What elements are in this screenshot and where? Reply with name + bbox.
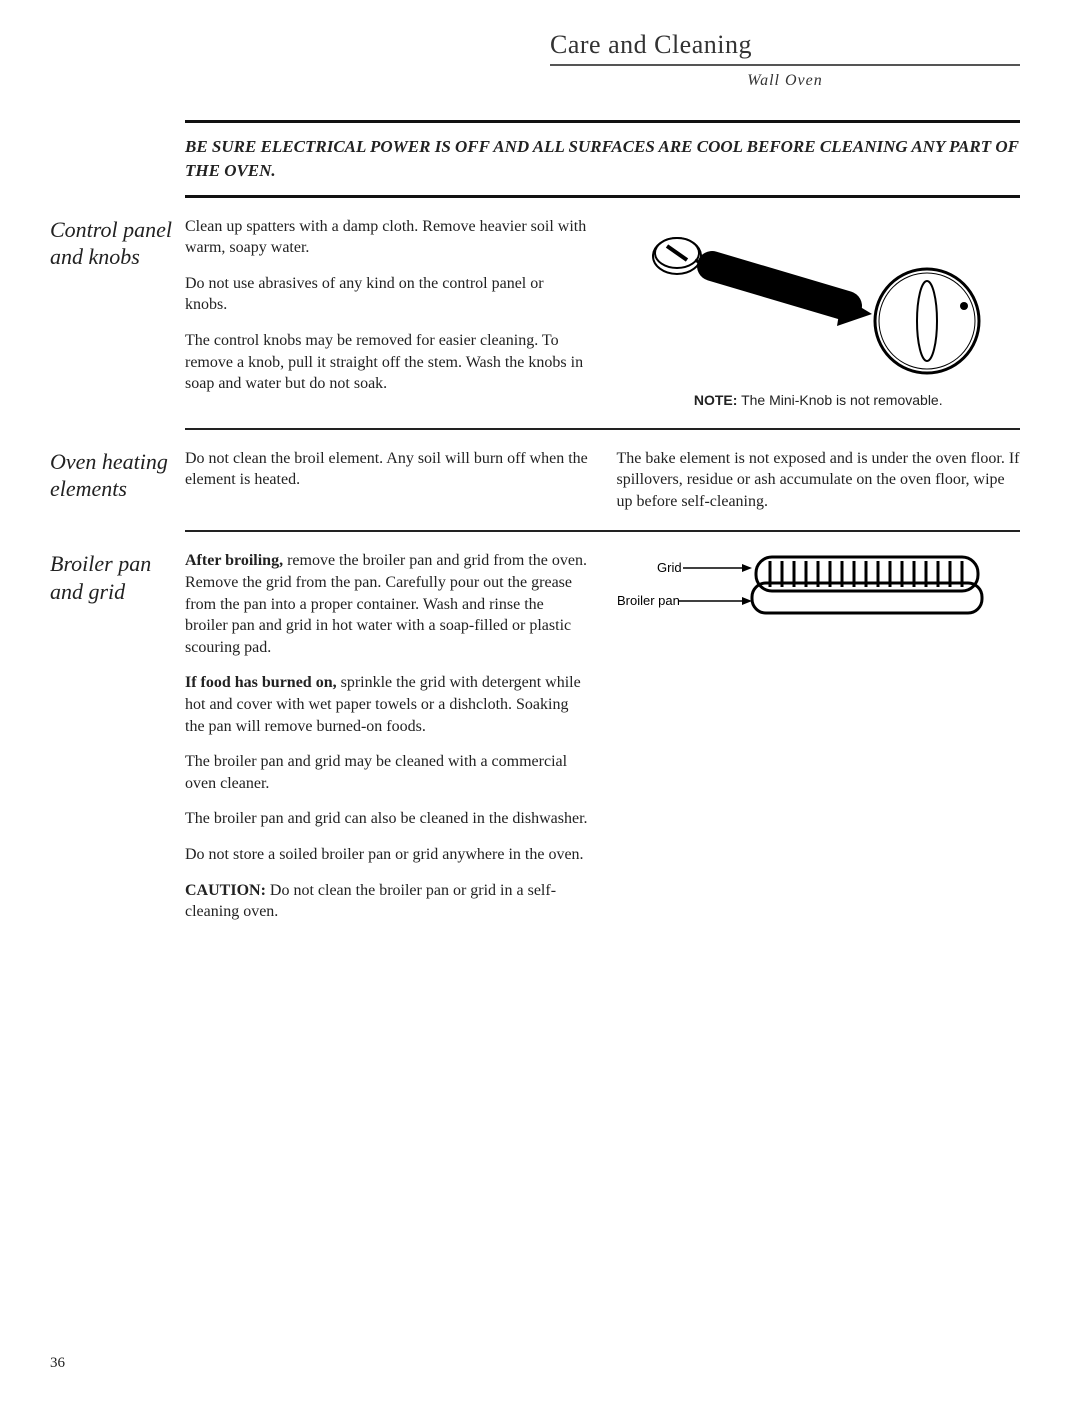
elements-p2: The bake element is not exposed and is u…	[617, 448, 1021, 513]
safety-warning: BE SURE ELECTRICAL POWER IS OFF AND ALL …	[185, 123, 1020, 195]
control-illustration-column: NOTE: The Mini-Knob is not removable.	[617, 216, 1021, 410]
broiler-p5: Do not store a soiled broiler pan or gri…	[185, 844, 589, 866]
main-content: BE SURE ELECTRICAL POWER IS OFF AND ALL …	[50, 120, 1020, 941]
broiler-illustration-column: Grid Broiler pan	[617, 550, 1021, 922]
control-text-column: Clean up spatters with a damp cloth. Rem…	[185, 216, 589, 410]
note-text: The Mini-Knob is not removable.	[737, 392, 942, 408]
control-p1: Clean up spatters with a damp cloth. Rem…	[185, 216, 589, 259]
broiler-illustration: Grid Broiler pan	[617, 550, 997, 640]
header-rule-top	[550, 64, 1020, 66]
broiler-p1: After broiling, remove the broiler pan a…	[185, 550, 589, 658]
note-label: NOTE:	[694, 392, 738, 408]
broiler-p1-bold: After broiling,	[185, 552, 283, 569]
control-p2: Do not use abrasives of any kind on the …	[185, 273, 589, 316]
broiler-text-column: After broiling, remove the broiler pan a…	[185, 550, 589, 922]
section-heating-elements: Oven heating elements Do not clean the b…	[50, 430, 1020, 531]
broiler-p6: CAUTION: Do not clean the broiler pan or…	[185, 880, 589, 923]
control-p3: The control knobs may be removed for eas…	[185, 330, 589, 395]
broiler-p3: The broiler pan and grid may be cleaned …	[185, 751, 589, 794]
section-control-panel: Control panel and knobs Clean up spatter…	[50, 198, 1020, 428]
section-heading-control: Control panel and knobs	[50, 216, 185, 410]
broiler-p2-bold: If food has burned on,	[185, 674, 337, 691]
page-number: 36	[50, 1355, 65, 1372]
section-body-broiler: After broiling, remove the broiler pan a…	[185, 550, 1020, 922]
broiler-pan-label: Broiler pan	[617, 593, 680, 608]
broiler-p2: If food has burned on, sprinkle the grid…	[185, 672, 589, 737]
elements-col2: The bake element is not exposed and is u…	[617, 448, 1021, 513]
header-subtitle: Wall Oven	[550, 72, 1020, 90]
elements-p1: Do not clean the broil element. Any soil…	[185, 448, 589, 491]
knob-illustration	[617, 216, 997, 386]
section-body-control: Clean up spatters with a damp cloth. Rem…	[185, 216, 1020, 410]
section-heading-broiler: Broiler pan and grid	[50, 550, 185, 922]
header-title: Care and Cleaning	[550, 30, 1020, 60]
grid-label: Grid	[657, 560, 682, 575]
section-broiler: Broiler pan and grid After broiling, rem…	[50, 532, 1020, 940]
page-header: Care and Cleaning Wall Oven	[550, 30, 1020, 90]
broiler-p6-bold: CAUTION:	[185, 882, 266, 899]
knob-note: NOTE: The Mini-Knob is not removable.	[617, 392, 1021, 410]
page: Care and Cleaning Wall Oven BE SURE ELEC…	[0, 0, 1080, 1402]
elements-col1: Do not clean the broil element. Any soil…	[185, 448, 589, 513]
section-body-elements: Do not clean the broil element. Any soil…	[185, 448, 1020, 513]
section-heading-elements: Oven heating elements	[50, 448, 185, 513]
broiler-p4: The broiler pan and grid can also be cle…	[185, 808, 589, 830]
